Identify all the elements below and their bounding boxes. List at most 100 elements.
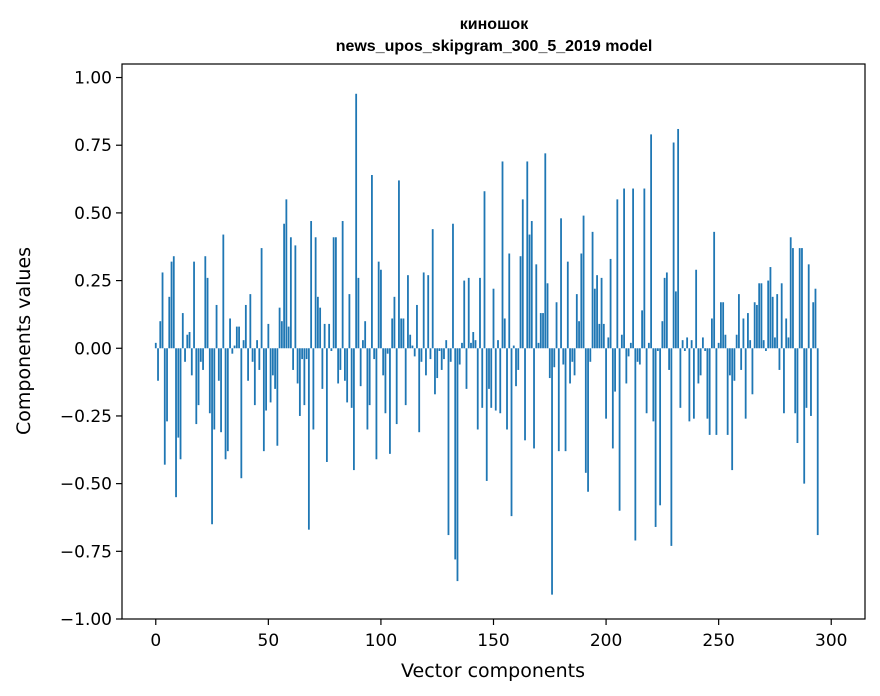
- bar-81: [337, 348, 340, 384]
- bar-273: [769, 267, 772, 349]
- bar-27: [215, 304, 218, 349]
- bar-276: [776, 294, 779, 349]
- bar-186: [573, 348, 576, 376]
- bar-137: [463, 280, 466, 349]
- bar-73: [319, 307, 322, 349]
- bar-2: [159, 321, 162, 349]
- x-tick-label: 50: [258, 631, 280, 651]
- bar-69: [310, 221, 313, 349]
- bar-245: [706, 348, 709, 419]
- bar-235: [683, 348, 686, 351]
- bar-129: [445, 340, 448, 349]
- bar-79: [332, 237, 335, 349]
- x-tick-label: 150: [477, 631, 509, 651]
- bar-166: [528, 234, 531, 349]
- bar-119: [422, 272, 425, 349]
- bar-46: [258, 348, 261, 370]
- bar-248: [713, 231, 716, 349]
- bar-253: [724, 334, 727, 349]
- bar-158: [510, 348, 513, 517]
- bar-148: [488, 348, 490, 389]
- bar-145: [481, 348, 484, 408]
- bar-122: [429, 348, 432, 360]
- bar-194: [591, 231, 594, 349]
- bar-41: [247, 348, 249, 381]
- bar-1: [157, 348, 159, 381]
- bar-19: [197, 348, 200, 406]
- bar-142: [474, 340, 477, 349]
- x-axis: 0 50 100 150 200 250 300: [150, 619, 847, 651]
- bar-38: [240, 348, 243, 479]
- bar-126: [438, 348, 441, 351]
- bar-266: [753, 302, 756, 349]
- bar-257: [733, 348, 736, 381]
- bar-40: [244, 304, 247, 349]
- bar-87: [350, 348, 353, 408]
- bar-216: [641, 310, 644, 349]
- bar-63: [296, 348, 299, 384]
- bar-125: [436, 348, 439, 379]
- x-tick-label: 300: [815, 631, 847, 651]
- bar-58: [285, 199, 288, 349]
- bar-182: [564, 348, 567, 452]
- bar-146: [483, 191, 486, 349]
- bar-90: [357, 277, 360, 349]
- bar-149: [490, 348, 493, 408]
- bar-83: [341, 221, 344, 349]
- bar-189: [580, 253, 583, 349]
- bar-15: [188, 332, 191, 349]
- bar-151: [494, 348, 497, 411]
- bar-22: [204, 256, 207, 349]
- bar-128: [443, 348, 445, 360]
- bar-262: [744, 348, 747, 419]
- bar-199: [602, 323, 605, 349]
- bar-271: [765, 348, 767, 351]
- bar-219: [647, 342, 650, 349]
- bar-118: [420, 348, 423, 362]
- bar-39: [242, 340, 245, 349]
- bar-205: [616, 199, 619, 349]
- bar-239: [692, 348, 695, 419]
- bar-116: [416, 304, 418, 349]
- bar-109: [400, 318, 403, 349]
- bar-124: [434, 348, 436, 395]
- bar-290: [807, 264, 810, 349]
- bar-221: [652, 348, 655, 422]
- y-tick-label: 0.75: [74, 136, 112, 156]
- bar-261: [742, 318, 745, 349]
- bar-198: [600, 277, 603, 349]
- bars-group: [154, 93, 819, 595]
- bar-97: [373, 348, 376, 360]
- bar-157: [508, 253, 511, 349]
- bar-16: [190, 348, 193, 376]
- bar-80: [334, 237, 337, 349]
- bar-291: [810, 348, 812, 416]
- bar-37: [238, 326, 240, 349]
- bar-138: [465, 348, 468, 389]
- x-tick-label: 0: [150, 631, 161, 651]
- bar-136: [461, 342, 463, 349]
- bar-222: [654, 348, 657, 527]
- bar-238: [690, 340, 693, 349]
- bar-93: [364, 321, 367, 349]
- bar-110: [402, 318, 405, 349]
- bar-86: [348, 294, 351, 349]
- bar-12: [181, 313, 184, 349]
- bar-176: [551, 348, 553, 595]
- bar-267: [756, 304, 758, 349]
- bar-185: [571, 348, 574, 362]
- bar-275: [774, 337, 776, 349]
- bar-0: [154, 342, 157, 349]
- bar-18: [195, 348, 198, 425]
- bar-224: [659, 348, 662, 506]
- bar-8: [172, 256, 175, 349]
- bar-29: [220, 348, 222, 433]
- bar-132: [452, 223, 454, 349]
- bar-153: [499, 348, 502, 414]
- bar-11: [179, 348, 182, 460]
- bar-284: [794, 348, 797, 414]
- bar-48: [262, 348, 265, 452]
- bar-64: [298, 348, 301, 416]
- bar-254: [726, 348, 729, 435]
